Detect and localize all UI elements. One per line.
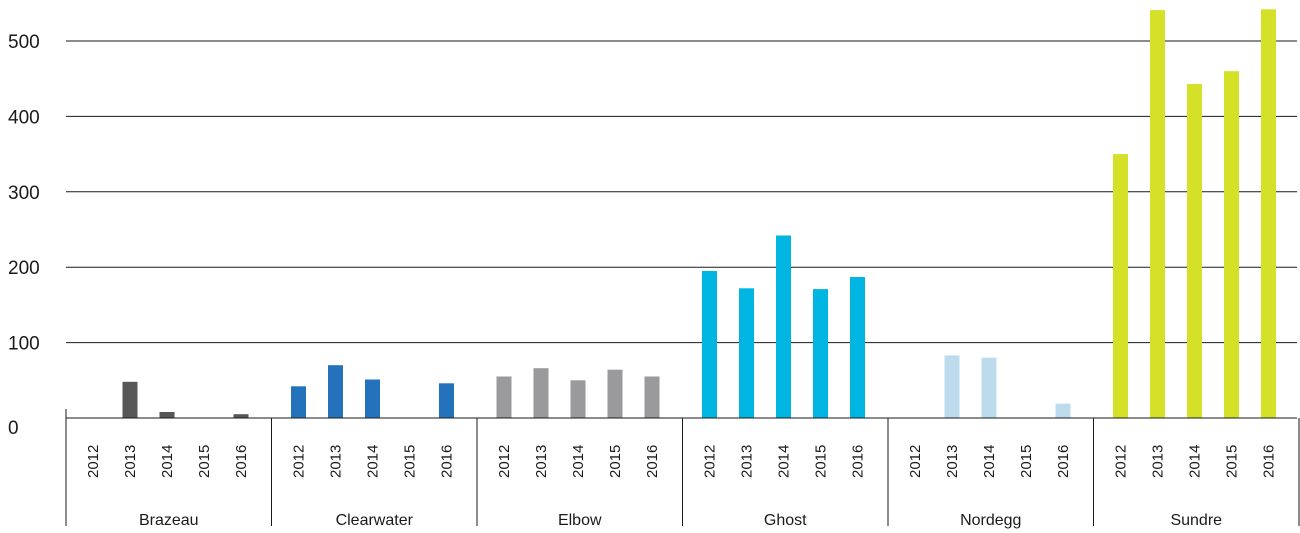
y-tick-label: 400 [8, 107, 40, 128]
year-label: 2015 [196, 445, 213, 478]
year-label: 2014 [570, 445, 587, 478]
bar-ghost-2013 [739, 288, 754, 418]
group-label-ghost: Ghost [764, 512, 807, 529]
x-axis-year-labels: 2012 2013 2014 2015 2016 2012 2013 2014 2015 2016… [85, 445, 1278, 478]
bar-sundre-2015 [1224, 71, 1239, 418]
bar-nordegg-2014 [981, 357, 997, 418]
year-label: 2013 [122, 445, 139, 478]
bar-clearwater-2012 [291, 386, 306, 418]
x-axis-group-labels: Brazeau Clearwater Elbow Ghost Nordegg Sundre [139, 512, 1222, 529]
group-label-elbow: Elbow [558, 512, 602, 529]
year-label: 2012 [85, 445, 102, 478]
bar-ghost-2015 [813, 289, 828, 418]
year-label: 2013 [739, 445, 756, 478]
bar-nordegg-2013 [944, 355, 960, 418]
year-label: 2015 [1224, 445, 1241, 478]
year-label: 2013 [944, 445, 961, 478]
group-label-sundre: Sundre [1170, 512, 1222, 529]
y-axis-tick-labels: 0 100 200 300 400 500 [8, 32, 40, 439]
year-label: 2015 [813, 445, 830, 478]
y-tick-label: 100 [8, 334, 40, 355]
bar-ghost-2016 [850, 277, 865, 418]
y-tick-label: 300 [8, 183, 40, 204]
group-label-brazeau: Brazeau [139, 512, 199, 529]
year-label: 2012 [291, 445, 308, 478]
year-label: 2016 [439, 445, 456, 478]
y-tick-label: 200 [8, 258, 40, 279]
bars [122, 9, 1276, 419]
year-label: 2013 [1150, 445, 1167, 478]
bar-elbow-2016 [644, 376, 660, 418]
bar-sundre-2013 [1150, 10, 1165, 418]
year-label: 2016 [850, 445, 867, 478]
year-label: 2014 [1187, 445, 1204, 478]
bar-clearwater-2016 [439, 383, 454, 418]
year-label: 2015 [402, 445, 419, 478]
year-label: 2016 [644, 445, 661, 478]
bar-nordegg-2016 [1055, 403, 1071, 418]
bar-sundre-2014 [1187, 84, 1202, 418]
year-label: 2015 [607, 445, 624, 478]
year-label: 2016 [233, 445, 250, 478]
bar-elbow-2014 [570, 380, 586, 418]
bar-elbow-2013 [533, 368, 549, 418]
bar-ghost-2014 [776, 235, 791, 418]
y-tick-label: 0 [8, 418, 19, 439]
bar-brazeau-2016 [233, 414, 249, 418]
bar-sundre-2016 [1261, 9, 1276, 419]
year-label: 2016 [1055, 445, 1072, 478]
bar-elbow-2012 [496, 376, 512, 418]
year-label: 2013 [328, 445, 345, 478]
bar-sundre-2012 [1113, 154, 1128, 418]
bar-brazeau-2014 [159, 412, 175, 418]
year-label: 2012 [496, 445, 513, 478]
year-label: 2014 [159, 445, 176, 478]
group-label-nordegg: Nordegg [960, 512, 1021, 529]
year-label: 2014 [981, 445, 998, 478]
year-label: 2014 [365, 445, 382, 478]
y-tick-label: 500 [8, 32, 40, 53]
year-label: 2014 [776, 445, 793, 478]
year-label: 2013 [533, 445, 550, 478]
bar-elbow-2015 [607, 369, 623, 418]
bar-clearwater-2013 [328, 365, 343, 418]
bar-ghost-2012 [702, 271, 717, 418]
year-label: 2012 [702, 445, 719, 478]
x-axis [65, 409, 1300, 526]
bar-brazeau-2013 [122, 381, 138, 418]
group-label-clearwater: Clearwater [336, 512, 414, 529]
bar-clearwater-2014 [365, 379, 380, 418]
year-label: 2012 [907, 445, 924, 478]
year-label: 2015 [1018, 445, 1035, 478]
gridlines [66, 40, 1297, 344]
year-label: 2012 [1113, 445, 1130, 478]
year-label: 2016 [1261, 445, 1278, 478]
